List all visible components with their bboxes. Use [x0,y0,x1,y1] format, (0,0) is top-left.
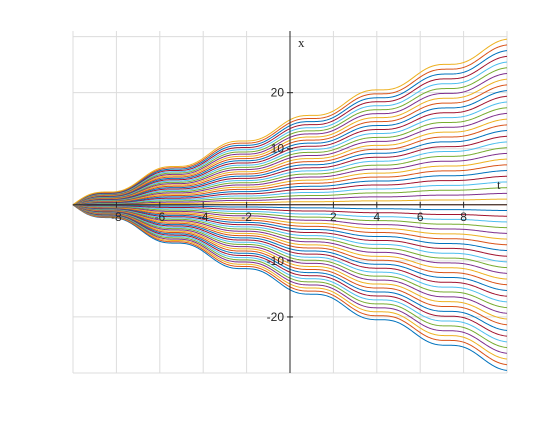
x-tick-label: 8 [460,210,467,224]
x-tick-label: -8 [111,210,122,224]
tick-labels: -8 -6 -4 -2 2 4 6 8 -20 -10 10 20 [111,86,467,324]
x-tick-label: 2 [330,210,337,224]
y-tick-label: -10 [267,254,285,268]
y-tick-label: 10 [271,142,285,156]
x-tick-label: -6 [154,210,165,224]
x-axis-label: t [497,177,501,192]
x-tick-label: -4 [198,210,209,224]
y-tick-label: -20 [267,310,285,324]
x-tick-label: 6 [417,210,424,224]
x-tick-label: -2 [241,210,252,224]
x-tick-label: 4 [373,210,380,224]
y-axis-label: x [298,35,305,50]
axes [73,31,507,373]
y-tick-label: 20 [271,86,285,100]
